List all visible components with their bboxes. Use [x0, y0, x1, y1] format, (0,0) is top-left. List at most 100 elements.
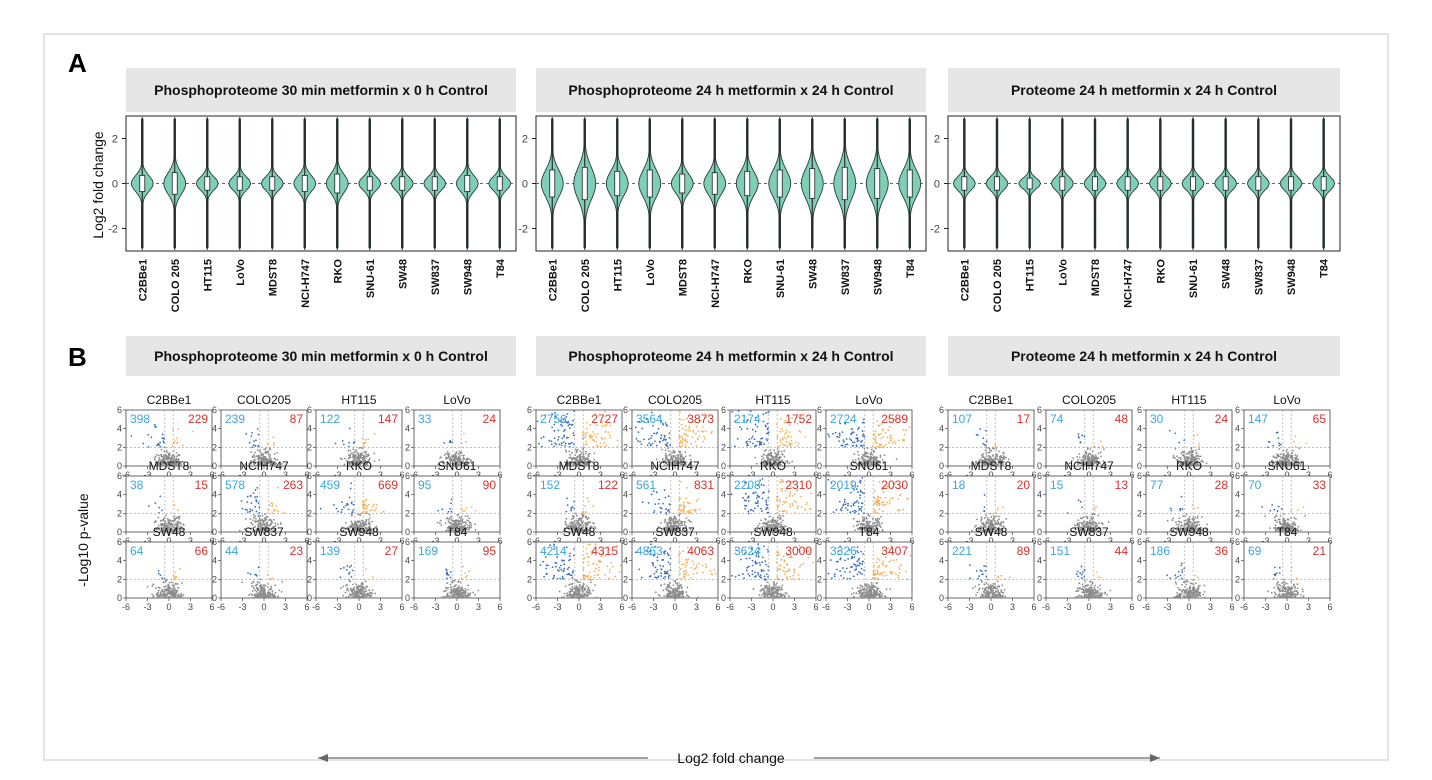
up-point [780, 442, 782, 444]
ns-point [870, 451, 873, 454]
violin-box [994, 176, 1000, 191]
ns-point [361, 447, 364, 450]
down-point [846, 508, 849, 511]
ns-point [459, 451, 462, 454]
ns-point [466, 519, 468, 522]
ns-point [169, 596, 172, 599]
down-point [565, 510, 568, 513]
up-point [273, 444, 275, 446]
ns-point [674, 455, 677, 457]
up-point [882, 435, 885, 438]
ns-point [587, 516, 590, 519]
ns-point [151, 593, 154, 595]
down-point [657, 502, 660, 505]
ns-point [276, 458, 279, 461]
down-point [250, 435, 253, 437]
ns-point [457, 594, 460, 597]
down-point [745, 441, 748, 444]
ns-point [276, 452, 279, 454]
ns-point [359, 462, 362, 465]
ns-point [251, 594, 254, 597]
down-point [342, 566, 345, 569]
up-point [695, 500, 698, 502]
up-count: 669 [378, 478, 398, 492]
ns-point [157, 594, 160, 597]
ns-point [262, 591, 265, 594]
violin-category-label: SW48 [807, 259, 819, 289]
up-point [694, 508, 697, 511]
up-point [616, 439, 619, 442]
ns-point [176, 455, 178, 458]
ns-point [157, 516, 160, 519]
y-tick-label: 2 [527, 508, 532, 518]
ns-point [448, 452, 451, 455]
down-count: 95 [418, 478, 432, 492]
ns-point [360, 453, 363, 456]
up-point [703, 435, 705, 438]
down-point [548, 439, 551, 442]
down-point [850, 491, 852, 494]
ns-point [783, 455, 786, 458]
ns-point [359, 590, 362, 592]
ns-point [467, 588, 470, 591]
ns-point [181, 460, 184, 463]
up-point [173, 440, 176, 442]
y-tick-label: 2 [405, 442, 410, 452]
violin-category-label: NCI-H747 [710, 259, 722, 308]
up-point [682, 512, 685, 514]
ns-point [858, 520, 861, 523]
header-a3: Proteome 24 h metformin x 24 h Control [1011, 82, 1277, 98]
up-point [363, 510, 366, 513]
down-count: 122 [320, 412, 340, 426]
down-point [837, 436, 840, 439]
ns-point [277, 595, 280, 598]
up-point [596, 432, 599, 435]
down-point [651, 442, 654, 445]
ns-point [262, 584, 265, 586]
ns-point [168, 452, 171, 455]
ns-point [155, 464, 158, 467]
violin-box [581, 166, 588, 201]
ns-point [453, 579, 456, 582]
ns-point [446, 517, 449, 520]
up-point [592, 438, 594, 441]
ns-point [458, 450, 461, 453]
ns-point [177, 595, 180, 598]
violin-box [1288, 176, 1294, 191]
ns-point [260, 454, 263, 457]
ns-point [363, 461, 366, 464]
x-tick-label: 6 [304, 470, 309, 480]
ns-point [769, 515, 771, 518]
volcano-title: COLO205 [237, 393, 291, 407]
down-point [744, 504, 746, 507]
down-point [337, 510, 340, 513]
ns-point [690, 520, 692, 523]
ns-point [762, 453, 765, 456]
ns-point [371, 596, 374, 599]
ns-point [265, 595, 268, 598]
ns-point [254, 451, 257, 454]
volcano-title: LoVo [443, 393, 471, 407]
down-count: 561 [636, 478, 656, 492]
down-point [449, 439, 452, 442]
ns-point [857, 454, 860, 456]
down-point [252, 492, 255, 495]
ns-point [262, 587, 265, 590]
down-point [744, 507, 747, 510]
ns-point [157, 454, 160, 457]
down-point [255, 573, 257, 576]
up-point [464, 572, 467, 575]
up-point [175, 575, 178, 578]
ns-point [584, 516, 587, 519]
up-point [688, 427, 691, 430]
ns-point [363, 587, 366, 590]
down-point [846, 443, 849, 446]
up-point [371, 509, 373, 511]
up-count: 87 [290, 412, 304, 426]
down-point [756, 440, 759, 443]
up-point [601, 438, 604, 441]
down-point [659, 506, 662, 509]
up-point [682, 504, 685, 506]
